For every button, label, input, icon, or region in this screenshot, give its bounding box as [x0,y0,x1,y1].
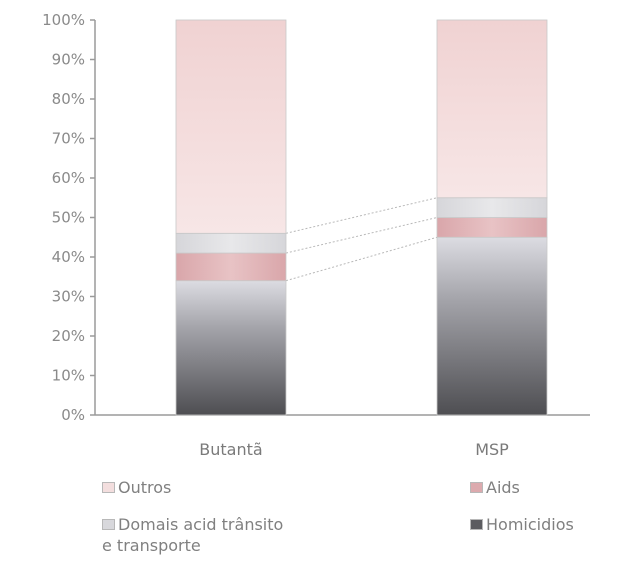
y-tick-label: 100% [42,11,85,29]
bar-segment-aids-msp [436,217,548,238]
y-tick-label: 80% [52,90,85,108]
bar-segment-outros-msp [436,19,548,199]
bars [175,19,548,416]
bar-segment-aids-butanta [175,252,287,282]
legend-label-demais: Domais acid trânsito e transporte [102,515,284,555]
aids-swatch [470,482,483,493]
connector-line [285,197,438,234]
legend-item-outros: Outros [102,477,171,498]
legend-item-aids: Aids [470,477,520,498]
legend-label-outros: Outros [118,478,172,497]
outros-swatch [102,482,115,493]
legend-label-homicidios: Homicidios [486,515,574,534]
bar-segment-homicidios-butanta [175,280,287,416]
legend-item-demais: Domais acid trânsito e transporte [102,514,283,556]
connector-line [285,217,438,254]
homicidios-swatch [470,519,483,530]
bar-segment-homicidios-msp [436,236,548,416]
y-tick-label: 50% [52,209,85,227]
connector-line [285,236,438,282]
legend-label-aids: Aids [486,478,520,497]
y-tick-label: 30% [52,288,85,306]
category-label-msp: MSP [475,440,509,459]
demais-swatch [102,519,115,530]
bar-segment-outros-butanta [175,19,287,234]
y-tick-label: 40% [52,248,85,266]
legend-item-homicidios: Homicidios [470,514,574,535]
y-tick-label: 90% [52,51,85,69]
y-tick-label: 60% [52,169,85,187]
y-tick-label: 20% [52,327,85,345]
bar-segment-domais-acid-transito-e-transporte-butanta [175,232,287,254]
category-labels: Butantã MSP [199,440,509,459]
y-tick-label: 0% [61,406,85,424]
y-axis: 0% 10% 20% 30% 40% 50% 60% 70% 80% 90% 100% [42,11,590,424]
y-tick-label: 70% [52,130,85,148]
y-tick-label: 10% [52,367,85,385]
connector-lines [285,197,438,282]
bar-segment-domais-acid-transito-e-transporte-msp [436,197,548,218]
category-label-butanta: Butantã [199,440,262,459]
